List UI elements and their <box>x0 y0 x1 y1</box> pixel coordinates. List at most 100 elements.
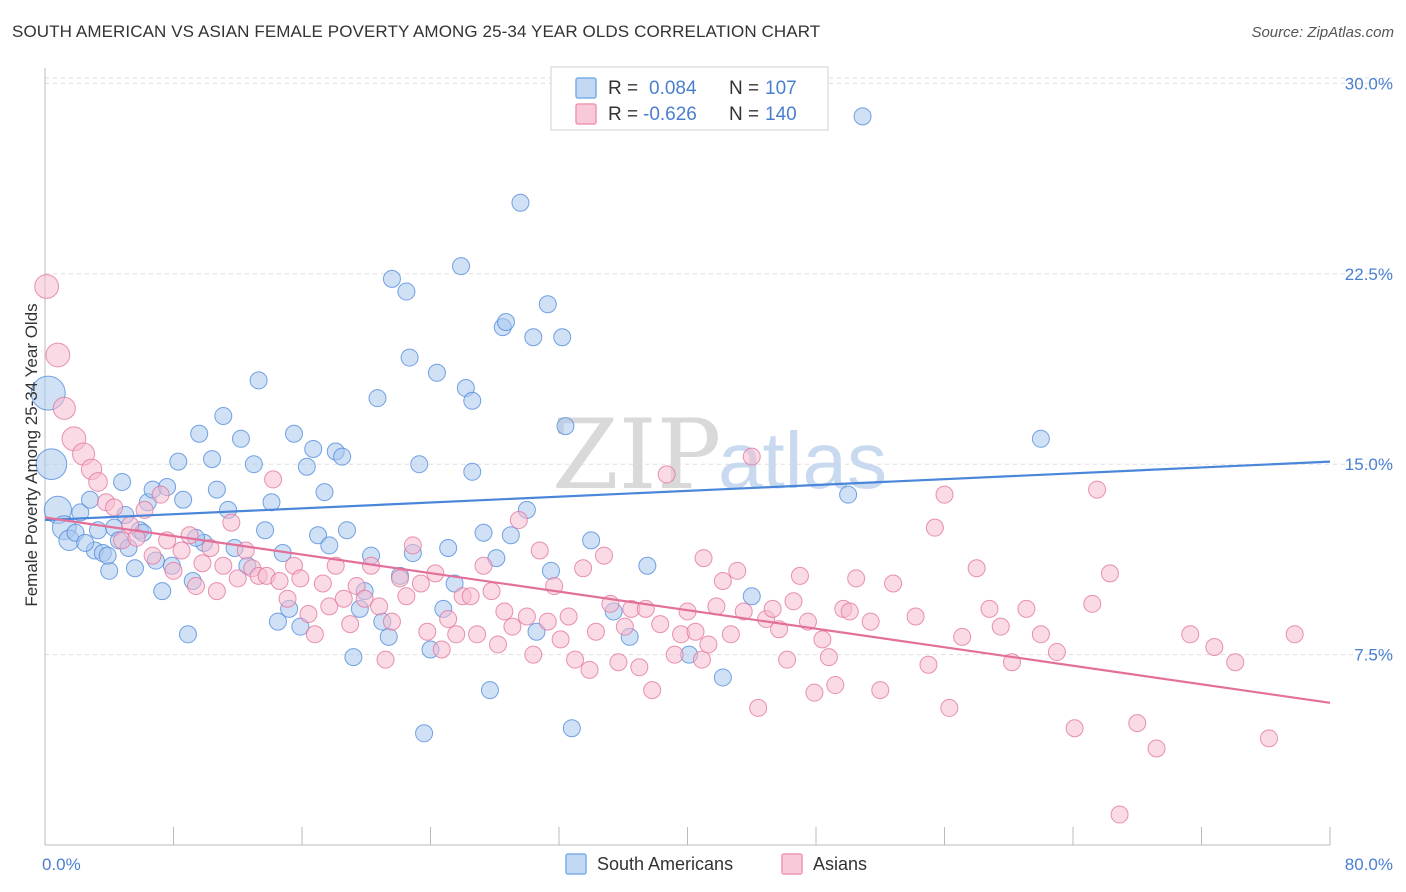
point-asians-134 <box>1205 637 1224 656</box>
point-asians-68 <box>530 541 549 560</box>
y-tick-label-0: 7.5% <box>1354 646 1393 665</box>
point-south-americans-81 <box>496 313 515 332</box>
point-asians-40 <box>334 589 353 608</box>
point-asians-72 <box>559 607 578 626</box>
point-asians-122 <box>991 617 1010 636</box>
point-asians-1 <box>45 342 71 368</box>
point-south-americans-7 <box>80 490 99 509</box>
point-asians-73 <box>566 650 585 669</box>
y-axis-label: Female Poverty Among 25-34 Year Olds <box>22 303 41 606</box>
point-asians-119 <box>953 627 972 646</box>
point-asians-47 <box>382 612 401 631</box>
point-south-americans-41 <box>268 612 287 631</box>
point-asians-92 <box>699 635 718 654</box>
point-south-americans-24 <box>169 452 188 471</box>
point-south-americans-104 <box>582 531 601 550</box>
point-south-americans-97 <box>853 107 872 126</box>
point-asians-39 <box>326 556 345 575</box>
point-south-americans-86 <box>527 622 546 641</box>
point-south-americans-69 <box>427 363 446 382</box>
point-south-americans-44 <box>284 424 303 443</box>
point-asians-62 <box>488 635 507 654</box>
point-asians-128 <box>1083 594 1102 613</box>
point-south-americans-96 <box>839 485 858 504</box>
point-asians-85 <box>651 615 670 634</box>
point-south-americans-6 <box>71 503 90 522</box>
point-asians-125 <box>1031 625 1050 644</box>
legend-r-label-1: R = <box>608 78 638 99</box>
point-asians-12 <box>135 500 154 519</box>
point-asians-77 <box>594 546 613 565</box>
point-asians-87 <box>665 645 684 664</box>
point-asians-49 <box>397 587 416 606</box>
x-tick-label-0: 0.0% <box>42 855 81 874</box>
point-asians-110 <box>826 676 845 695</box>
point-south-americans-78 <box>480 681 499 700</box>
point-south-americans-99 <box>98 546 117 565</box>
point-south-americans-53 <box>337 521 356 540</box>
point-asians-13 <box>143 546 162 565</box>
point-asians-138 <box>1088 480 1107 499</box>
point-south-americans-64 <box>400 348 419 367</box>
point-south-americans-40 <box>262 493 281 512</box>
legend-r-label-2: R = <box>608 104 638 125</box>
point-asians-99 <box>749 698 768 717</box>
data-points <box>30 107 1304 824</box>
point-south-americans-21 <box>153 582 172 601</box>
point-asians-116 <box>906 607 925 626</box>
point-asians-43 <box>355 589 374 608</box>
bottom-legend-label-asians: Asians <box>813 854 867 874</box>
point-asians-79 <box>609 653 628 672</box>
point-south-americans-60 <box>379 627 398 646</box>
point-south-americans-25 <box>174 490 193 509</box>
point-south-americans-28 <box>190 424 209 443</box>
point-south-americans-63 <box>397 282 416 301</box>
x-tick-labels: 0.0% 80.0% <box>42 855 1393 874</box>
bottom-legend-swatch-asians <box>781 853 803 875</box>
point-asians-103 <box>778 650 797 669</box>
point-south-americans-82 <box>501 526 520 545</box>
chart-title: SOUTH AMERICAN VS ASIAN FEMALE POVERTY A… <box>12 22 821 41</box>
legend-r-value-2: -0.626 <box>643 104 697 125</box>
point-south-americans-54 <box>344 648 363 667</box>
point-asians-114 <box>871 681 890 700</box>
point-asians-96 <box>728 561 747 580</box>
point-south-americans-32 <box>214 406 233 425</box>
point-asians-142 <box>925 518 944 537</box>
point-south-americans-35 <box>231 429 250 448</box>
point-south-americans-77 <box>474 523 493 542</box>
point-south-americans-37 <box>244 455 263 474</box>
bottom-legend: South Americans Asians <box>565 853 867 875</box>
point-south-americans-46 <box>297 457 316 476</box>
point-asians-117 <box>919 655 938 674</box>
point-asians-91 <box>692 650 711 669</box>
point-south-americans-73 <box>452 257 471 276</box>
point-asians-32 <box>278 589 297 608</box>
point-asians-50 <box>403 536 422 555</box>
point-asians-54 <box>432 640 451 659</box>
point-asians-31 <box>270 571 289 590</box>
point-south-americans-89 <box>553 328 572 347</box>
point-asians-101 <box>763 599 782 618</box>
point-south-americans-105 <box>638 556 657 575</box>
point-asians-82 <box>630 658 649 677</box>
point-asians-131 <box>1128 714 1147 733</box>
bottom-legend-swatch-south-americans <box>565 853 587 875</box>
point-asians-97 <box>734 602 753 621</box>
bottom-legend-label-south-americans: South Americans <box>597 854 733 874</box>
point-asians-98 <box>742 447 761 466</box>
point-asians-129 <box>1100 564 1119 583</box>
legend: R = 0.084 N = 107 R = -0.626 N = 140 <box>550 66 829 131</box>
point-asians-90 <box>686 622 705 641</box>
point-asians-18 <box>180 526 199 545</box>
point-asians-58 <box>461 587 480 606</box>
point-south-americans-75 <box>463 462 482 481</box>
point-south-americans-98 <box>1031 429 1050 448</box>
point-asians-2 <box>52 396 76 420</box>
point-asians-86 <box>657 465 676 484</box>
point-south-americans-16 <box>125 559 144 578</box>
point-asians-11 <box>127 528 146 547</box>
point-south-americans-67 <box>415 724 434 743</box>
point-asians-6 <box>88 472 108 492</box>
